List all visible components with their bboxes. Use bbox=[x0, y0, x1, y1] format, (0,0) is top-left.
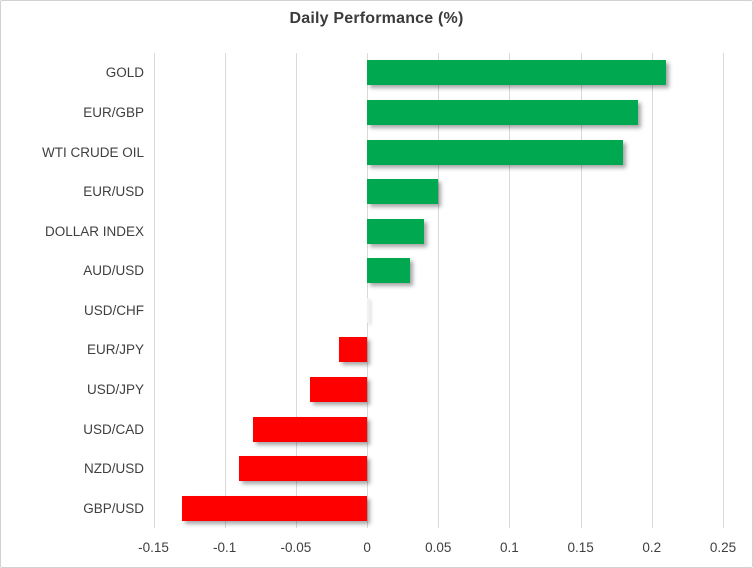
category-label: USD/CAD bbox=[83, 421, 144, 437]
bar-wti-crude-oil bbox=[367, 139, 624, 165]
category-label: EUR/GBP bbox=[83, 104, 144, 120]
x-tick-label: 0.05 bbox=[425, 540, 452, 555]
gridline bbox=[438, 53, 440, 528]
bar-aud-usd bbox=[367, 258, 410, 284]
gridline bbox=[580, 53, 582, 528]
category-label: AUD/USD bbox=[83, 263, 144, 279]
x-tick-label: 0.15 bbox=[567, 540, 594, 555]
x-tick-label: -0.1 bbox=[213, 540, 237, 555]
x-tick-label: -0.05 bbox=[280, 540, 312, 555]
category-label: WTI CRUDE OIL bbox=[41, 144, 144, 160]
x-tick-label: 0.1 bbox=[500, 540, 519, 555]
bar-usd-jpy bbox=[310, 377, 368, 402]
bar-dollar-index bbox=[367, 218, 425, 244]
gridline bbox=[723, 53, 724, 528]
category-label: EUR/JPY bbox=[86, 342, 144, 358]
category-label: USD/CHF bbox=[84, 302, 144, 318]
gridline bbox=[153, 53, 155, 528]
category-label: GOLD bbox=[105, 65, 144, 81]
bar-eur-usd bbox=[367, 179, 439, 204]
gridline bbox=[295, 53, 297, 528]
category-label: DOLLAR INDEX bbox=[44, 223, 144, 239]
category-label: NZD/USD bbox=[84, 461, 144, 477]
chart-title: Daily Performance (%) bbox=[289, 10, 464, 27]
category-label: GBP/USD bbox=[83, 500, 144, 516]
gridline bbox=[509, 53, 511, 528]
bar-usd-cad bbox=[253, 416, 368, 442]
bar-gbp-usd bbox=[182, 495, 368, 521]
x-tick-label: 0.25 bbox=[709, 540, 737, 555]
bar-eur-jpy bbox=[338, 337, 368, 363]
x-tick-label: -0.15 bbox=[138, 540, 169, 555]
bar-gold bbox=[367, 60, 667, 86]
gridline bbox=[651, 53, 653, 528]
gridline bbox=[367, 53, 369, 528]
x-tick-label: 0.2 bbox=[642, 540, 662, 555]
bar-usd-chf bbox=[367, 297, 370, 323]
category-label: EUR/USD bbox=[83, 184, 144, 199]
bar-nzd-usd bbox=[238, 456, 367, 482]
x-tick-label: 0 bbox=[363, 540, 371, 555]
bar-eur-gbp bbox=[367, 99, 638, 125]
category-label: USD/JPY bbox=[86, 382, 144, 397]
gridline bbox=[224, 53, 226, 528]
